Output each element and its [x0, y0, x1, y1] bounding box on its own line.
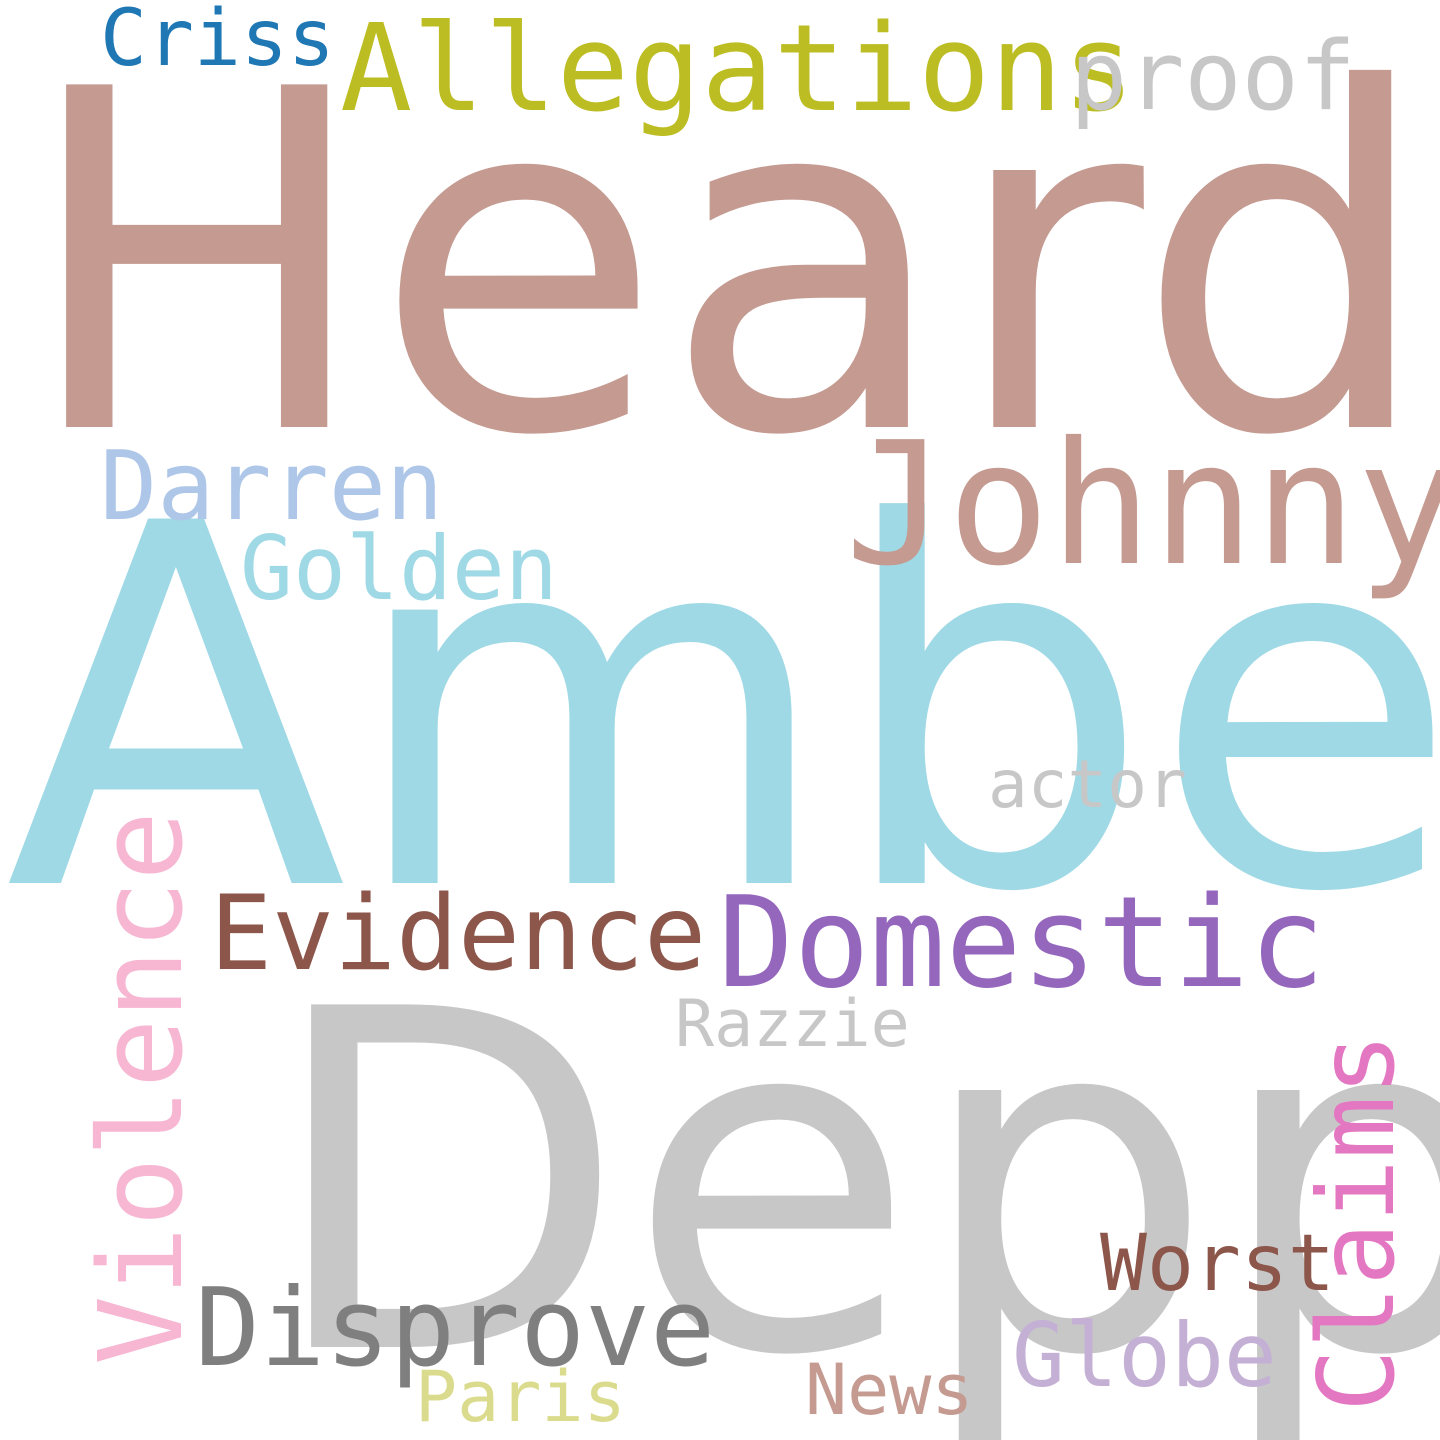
word-heard: Heard: [20, 0, 1434, 538]
word-violence: Violence: [75, 811, 209, 1365]
word-news: News: [805, 1349, 974, 1431]
word-paris: Paris: [415, 1356, 626, 1438]
word-disprove: Disprove: [195, 1266, 716, 1391]
word-razzie: Razzie: [675, 987, 910, 1062]
word-globe: Globe: [1012, 1304, 1277, 1407]
word-golden: Golden: [240, 517, 558, 620]
word-johnny: Johnny: [845, 406, 1440, 604]
word-domestic: Domestic: [718, 869, 1325, 1016]
word-proof: proof: [1070, 22, 1356, 132]
word-actor: actor: [988, 746, 1187, 823]
word-depp: Depp: [265, 911, 1440, 1440]
word-evidence: Evidence: [210, 874, 707, 994]
word-darren: Darren: [100, 432, 444, 542]
word-worst: Worst: [1100, 1219, 1335, 1309]
word-allegations: Allegations: [340, 0, 1135, 139]
word-amber: Amber: [5, 419, 1440, 1001]
word-criss: Criss: [100, 0, 335, 84]
